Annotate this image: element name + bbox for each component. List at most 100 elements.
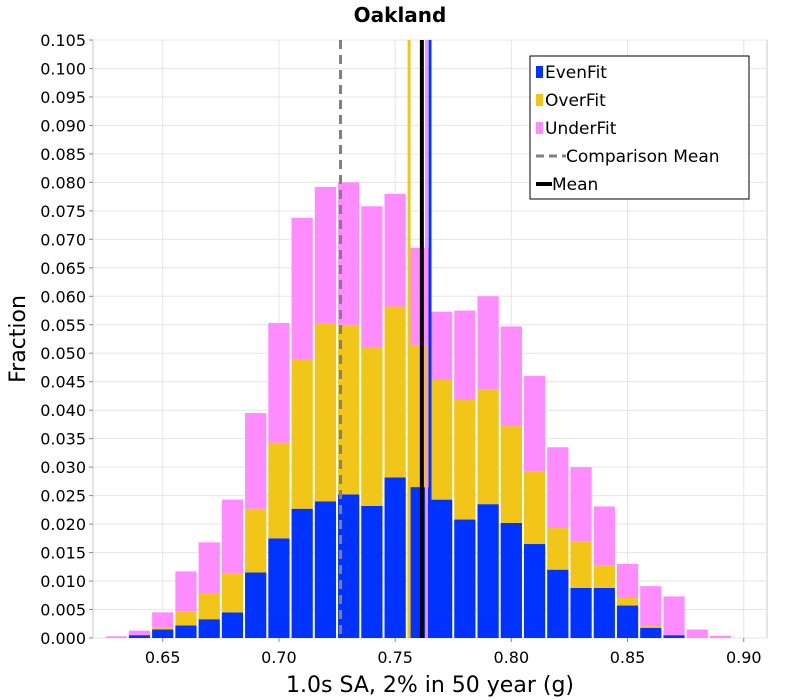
bar-overfit-21 (593, 565, 615, 588)
bar-evenfit-17 (500, 522, 522, 638)
y-tick-label: 0.020 (40, 515, 86, 534)
legend-swatch-evenfit (536, 66, 543, 78)
y-tick-label: 0.000 (40, 629, 86, 648)
x-tick-label: 0.85 (610, 648, 646, 667)
y-tick-label: 0.085 (40, 145, 86, 164)
bar-evenfit-7 (268, 538, 290, 638)
bar-underfit-2 (152, 612, 174, 628)
legend-label-comparison-mean: Comparison Mean (566, 147, 720, 167)
bar-overfit-17 (500, 426, 522, 523)
legend-label-underfit: UnderFit (545, 119, 617, 139)
bar-evenfit-22 (616, 605, 639, 638)
bar-evenfit-10 (338, 494, 360, 638)
bar-overfit-3 (175, 611, 197, 626)
bar-overfit-23 (640, 626, 662, 628)
bar-evenfit-1 (128, 635, 151, 638)
bar-underfit-19 (547, 447, 569, 529)
x-axis-ticks: 0.65 0.70 0.75 0.80 0.85 0.90 (145, 638, 762, 667)
legend-label-overfit: OverFit (545, 91, 606, 111)
y-tick-label: 0.100 (40, 59, 86, 78)
y-tick-label: 0.050 (40, 344, 86, 363)
bar-overfit-20 (570, 541, 592, 588)
bar-overfit-4 (198, 593, 220, 620)
y-tick-label: 0.055 (40, 316, 86, 335)
bar-evenfit-2 (152, 629, 174, 638)
bar-overfit-14 (431, 380, 453, 500)
y-tick-label: 0.025 (40, 487, 86, 506)
bar-underfit-24 (663, 596, 685, 636)
y-tick-label: 0.090 (40, 116, 86, 135)
y-tick-label: 0.040 (40, 401, 86, 420)
y-tick-label: 0.080 (40, 173, 86, 192)
bar-underfit-3 (175, 571, 197, 612)
bar-evenfit-3 (175, 625, 197, 638)
bar-overfit-8 (291, 358, 313, 509)
reference-lines (339, 40, 432, 638)
bar-overfit-6 (245, 508, 267, 573)
bar-underfit-26 (709, 635, 732, 638)
bar-underfit-14 (431, 311, 453, 381)
bar-stacks (105, 182, 732, 638)
bar-overfit-10 (338, 324, 360, 495)
bar-evenfit-18 (523, 544, 546, 638)
y-tick-label: 0.065 (40, 259, 86, 278)
y-tick-label: 0.075 (40, 202, 86, 221)
bar-overfit-16 (477, 389, 499, 505)
bar-evenfit-8 (291, 508, 313, 638)
bar-underfit-23 (640, 586, 662, 627)
bar-evenfit-24 (663, 635, 685, 638)
bar-underfit-1 (128, 630, 151, 636)
y-tick-label: 0.005 (40, 601, 86, 620)
bar-underfit-4 (198, 542, 220, 594)
bar-evenfit-19 (547, 569, 569, 638)
x-axis-label: 1.0s SA, 2% in 50 year (g) (286, 673, 574, 698)
bar-overfit-18 (523, 471, 546, 545)
bar-overfit-9 (314, 323, 337, 502)
bar-overfit-11 (361, 347, 383, 506)
y-tick-label: 0.035 (40, 430, 86, 449)
bar-evenfit-12 (384, 477, 406, 638)
x-tick-label: 0.70 (261, 648, 297, 667)
bar-underfit-9 (314, 186, 337, 324)
bar-overfit-7 (268, 442, 290, 539)
x-tick-label: 0.80 (494, 648, 530, 667)
bar-evenfit-14 (431, 499, 453, 638)
bar-underfit-0 (105, 636, 127, 638)
y-tick-label: 0.015 (40, 544, 86, 563)
bar-underfit-18 (523, 376, 546, 472)
x-tick-label: 0.65 (145, 648, 181, 667)
bar-evenfit-4 (198, 619, 220, 638)
y-axis-ticks: 0.000 0.005 0.010 0.015 0.020 0.025 0.030 0.035… (40, 31, 93, 648)
bar-underfit-16 (477, 296, 499, 390)
bar-underfit-5 (221, 499, 244, 574)
bar-underfit-17 (500, 326, 522, 427)
bar-evenfit-9 (314, 501, 337, 638)
x-tick-label: 0.90 (726, 648, 762, 667)
bar-overfit-5 (221, 573, 244, 613)
bar-underfit-8 (291, 217, 313, 359)
bar-underfit-7 (268, 323, 290, 443)
bar-overfit-22 (616, 596, 639, 606)
bar-overfit-12 (384, 306, 406, 478)
bar-evenfit-5 (221, 612, 244, 638)
bar-evenfit-16 (477, 504, 499, 638)
bar-evenfit-20 (570, 587, 592, 638)
bar-underfit-11 (361, 206, 383, 348)
bar-evenfit-23 (640, 627, 662, 638)
bar-evenfit-15 (454, 519, 476, 638)
y-tick-label: 0.105 (40, 31, 86, 50)
bar-underfit-20 (570, 467, 592, 542)
legend-box (529, 55, 750, 200)
bar-evenfit-11 (361, 505, 383, 638)
bar-underfit-25 (686, 629, 708, 638)
bar-underfit-15 (454, 310, 476, 400)
legend-swatch-overfit (536, 94, 543, 106)
bar-overfit-19 (547, 528, 569, 570)
legend: EvenFit OverFit UnderFit Comparison Mean Mea… (529, 55, 750, 200)
bar-underfit-10 (338, 182, 360, 325)
bar-underfit-21 (593, 506, 615, 566)
legend-swatch-underfit (536, 122, 543, 134)
y-axis-label: Fraction (6, 295, 31, 383)
y-tick-label: 0.030 (40, 458, 86, 477)
